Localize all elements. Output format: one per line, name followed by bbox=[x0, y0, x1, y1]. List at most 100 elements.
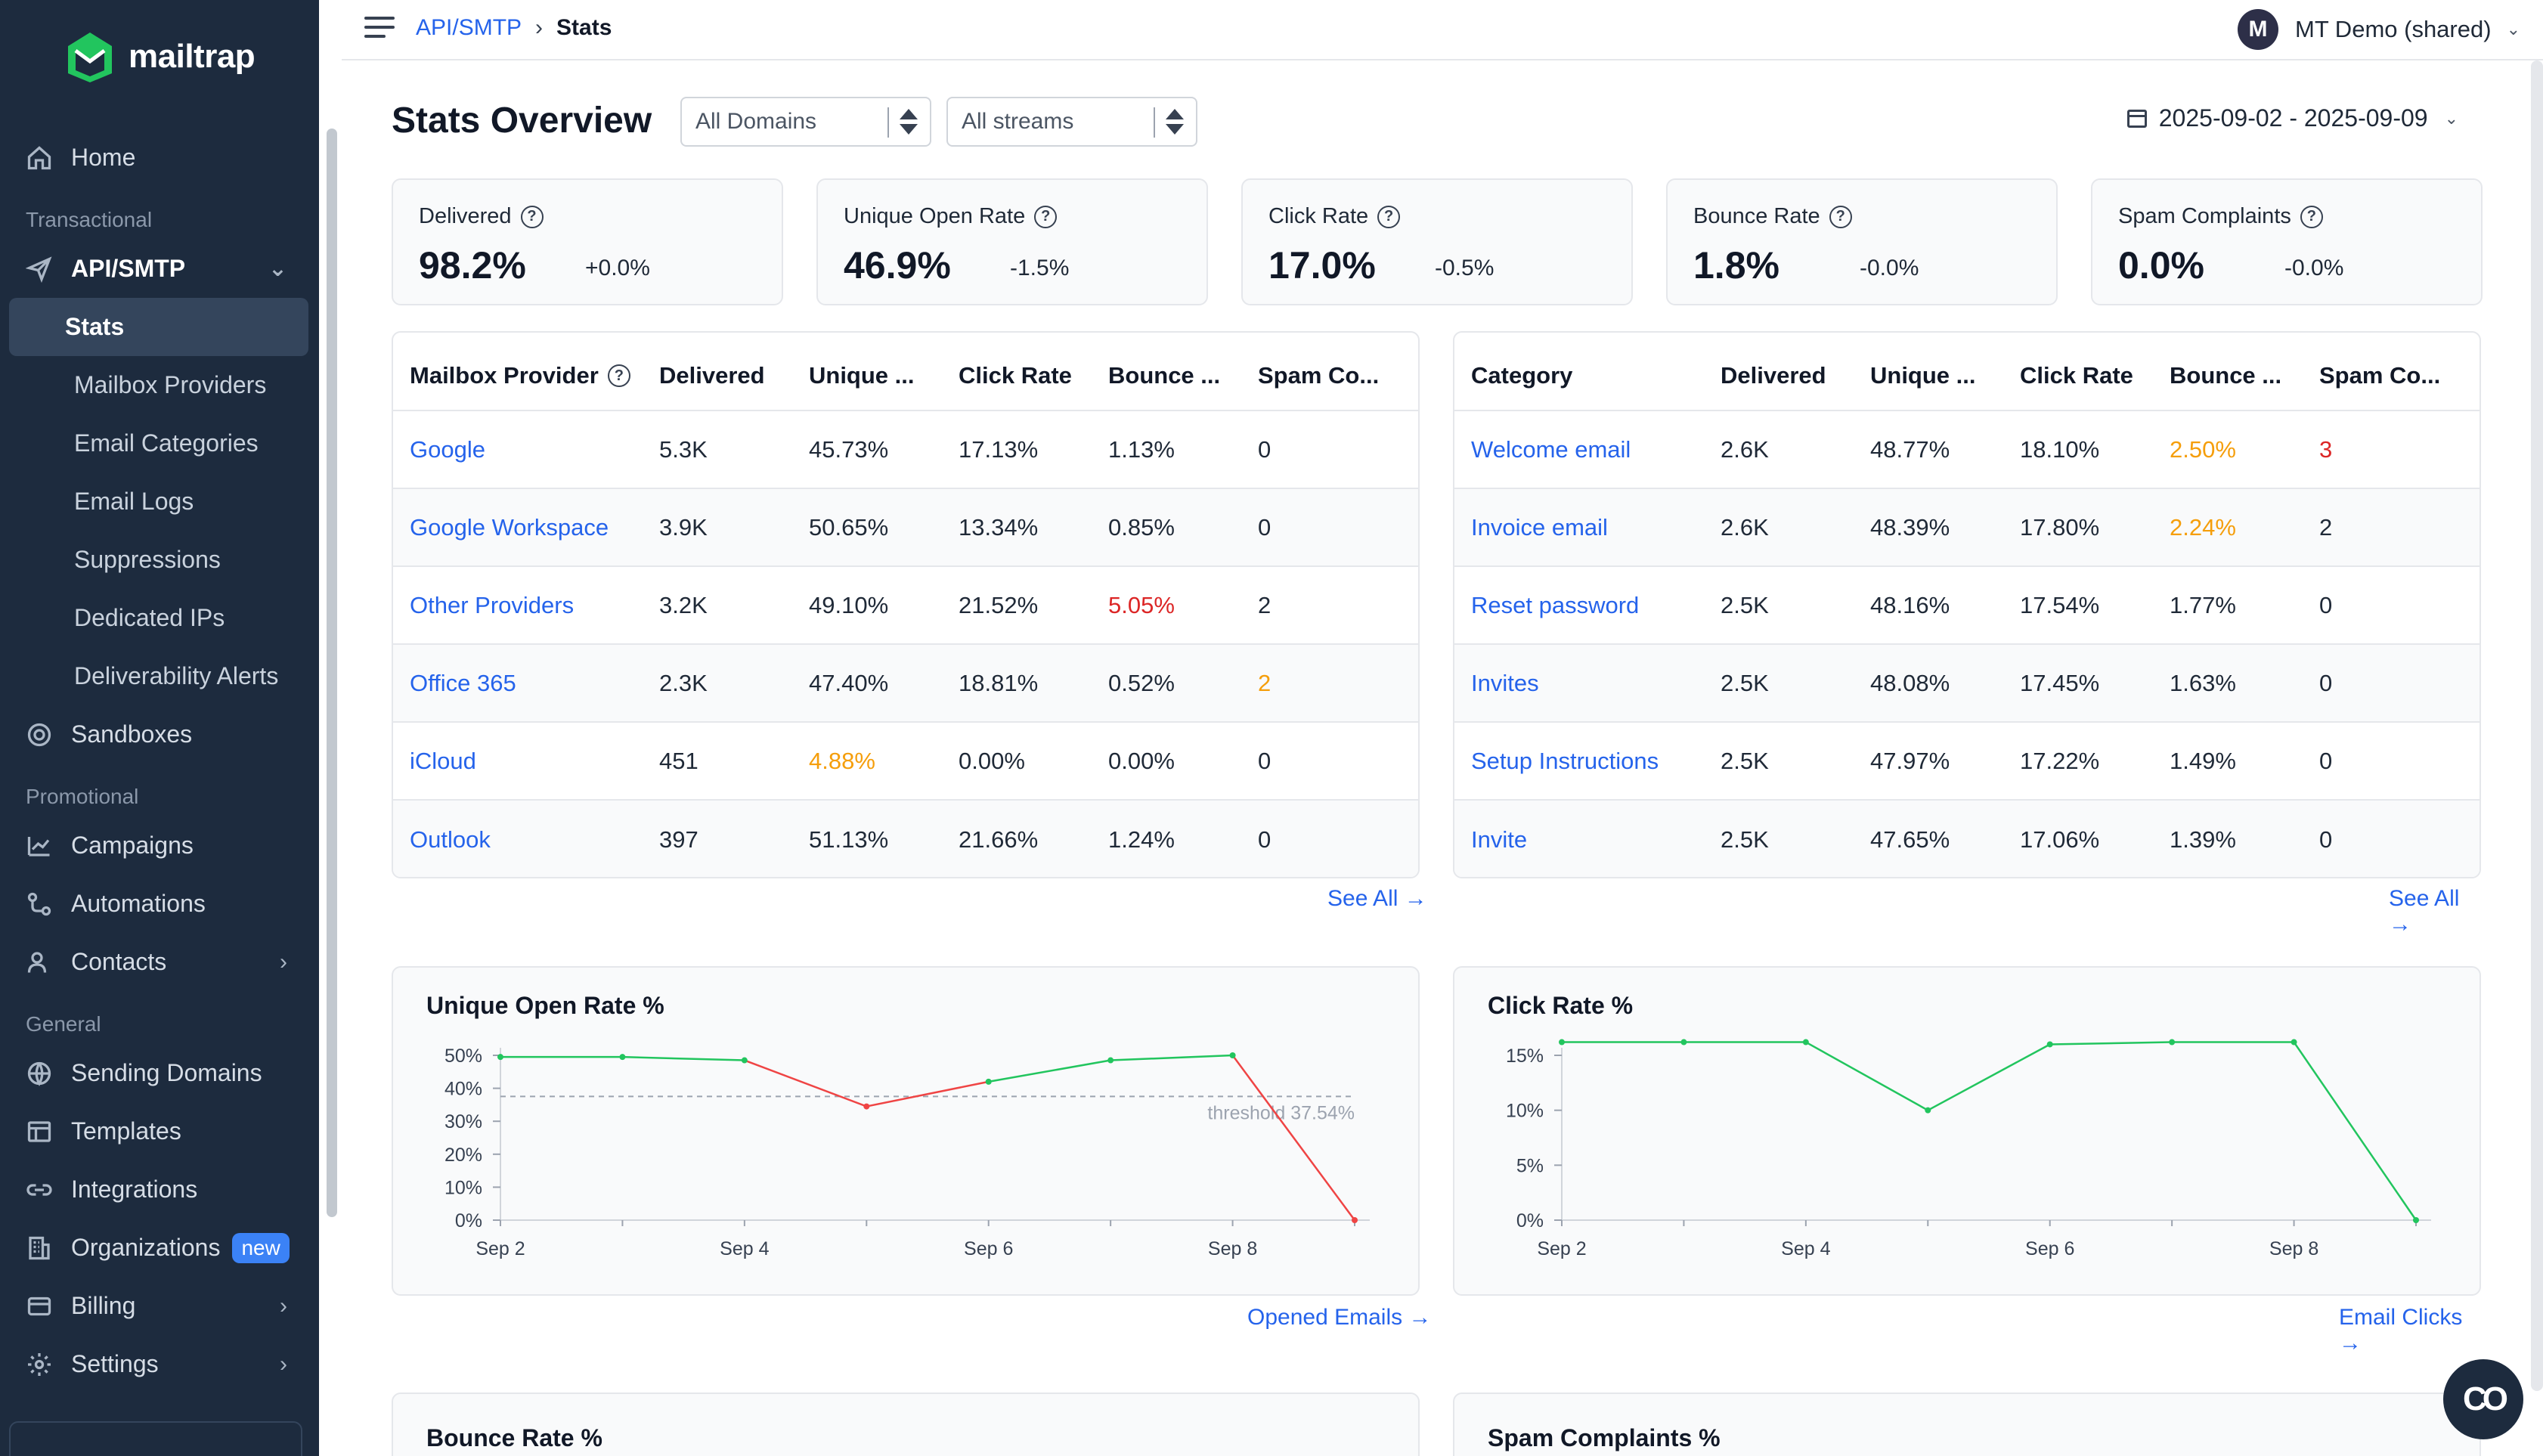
table-row: iCloud 451 4.88% 0.00% 0.00% 0 bbox=[393, 723, 1418, 801]
y-tick-label: 5% bbox=[1516, 1155, 1544, 1176]
column-header[interactable]: Bounce ... bbox=[1108, 362, 1221, 389]
category-link[interactable]: Welcome email bbox=[1471, 435, 1631, 463]
domain-select[interactable]: All Domains bbox=[680, 97, 931, 147]
sidebar-item-mailbox-providers[interactable]: Mailbox Providers bbox=[74, 371, 267, 398]
category-link[interactable]: Setup Instructions bbox=[1471, 747, 1659, 774]
help-chat-button[interactable]: CO bbox=[2443, 1359, 2523, 1439]
table-cell: 2.5K bbox=[1721, 747, 1769, 774]
sidebar-item-dedicated-ips[interactable]: Dedicated IPs bbox=[74, 604, 225, 631]
sidebar-item-email-categories[interactable]: Email Categories bbox=[74, 429, 259, 457]
table-header: Category Delivered Unique ... Click Rate… bbox=[1454, 333, 2480, 411]
series-line-segment bbox=[622, 1055, 745, 1061]
sidebar-item-campaigns[interactable]: Campaigns bbox=[0, 816, 317, 875]
home-icon bbox=[24, 143, 54, 173]
kpi-value: 1.8% bbox=[1693, 244, 1779, 287]
y-tick-label: 20% bbox=[444, 1145, 482, 1166]
category-link[interactable]: Invite bbox=[1471, 826, 1528, 853]
table-cell: 18.81% bbox=[959, 669, 1039, 696]
sidebar-item-label: API/SMTP bbox=[71, 255, 186, 282]
column-header[interactable]: Spam Co... bbox=[1258, 362, 1380, 389]
column-header[interactable]: Unique ... bbox=[1870, 362, 1976, 389]
building-icon bbox=[24, 1233, 54, 1263]
sidebar-item-billing[interactable]: Billing › bbox=[0, 1277, 317, 1335]
provider-link[interactable]: Other Providers bbox=[410, 591, 575, 618]
sidebar-item-automations[interactable]: Automations bbox=[0, 875, 317, 933]
brand-logo[interactable]: mailtrap bbox=[63, 27, 256, 86]
sidebar-item-sandboxes[interactable]: Sandboxes bbox=[0, 705, 317, 764]
help-icon[interactable]: ? bbox=[1034, 205, 1058, 228]
provider-link[interactable]: Google Workspace bbox=[410, 513, 609, 541]
series-line-segment bbox=[1110, 1054, 1233, 1061]
table-cell: 2.6K bbox=[1721, 435, 1769, 463]
email-clicks-link[interactable]: Email Clicks → bbox=[2339, 1305, 2463, 1355]
provider-link[interactable]: Outlook bbox=[410, 826, 491, 853]
help-icon[interactable]: ? bbox=[607, 364, 630, 387]
column-header[interactable]: Click Rate bbox=[2020, 362, 2133, 389]
table-body: Welcome email 2.6K 48.77% 18.10% 2.50% 3… bbox=[1454, 411, 2480, 877]
sidebar-item-stats[interactable]: Stats bbox=[9, 298, 308, 356]
table-cell: 1.49% bbox=[2170, 747, 2236, 774]
sidebar-scrollbar[interactable] bbox=[327, 129, 337, 1217]
kpi-delta: -1.5% bbox=[1010, 256, 1070, 280]
section-transactional: Transactional bbox=[26, 208, 153, 231]
category-link[interactable]: Invites bbox=[1471, 669, 1539, 696]
data-point bbox=[1680, 1039, 1687, 1046]
column-header[interactable]: Bounce ... bbox=[2170, 362, 2282, 389]
category-link[interactable]: Invoice email bbox=[1471, 513, 1608, 541]
breadcrumb-api-smtp[interactable]: API/SMTP bbox=[416, 15, 522, 40]
help-icon[interactable]: ? bbox=[1377, 205, 1401, 228]
provider-link[interactable]: iCloud bbox=[410, 747, 476, 774]
sidebar-item-organizations[interactable]: Organizations new bbox=[0, 1219, 317, 1277]
help-icon[interactable]: ? bbox=[2300, 205, 2323, 228]
date-range-picker[interactable]: 2025-09-02 - 2025-09-09 ⌄ bbox=[2126, 104, 2458, 132]
table-cell: 0.00% bbox=[1108, 747, 1175, 774]
opened-emails-link[interactable]: Opened Emails → bbox=[1247, 1305, 1432, 1330]
sidebar-item-api-smtp[interactable]: API/SMTP ⌄ bbox=[0, 240, 317, 298]
help-icon[interactable]: ? bbox=[1829, 205, 1852, 228]
table-cell: 2 bbox=[1258, 669, 1272, 696]
column-header[interactable]: Category bbox=[1471, 362, 1573, 389]
kpi-value: 98.2% bbox=[419, 244, 526, 287]
chevron-right-icon: › bbox=[280, 1293, 287, 1318]
sidebar-item-integrations[interactable]: Integrations bbox=[0, 1160, 317, 1219]
see-all-categories-link[interactable]: See All → bbox=[2389, 886, 2460, 937]
x-tick-label: Sep 6 bbox=[964, 1238, 1013, 1259]
sidebar-item-suppressions[interactable]: Suppressions bbox=[74, 546, 221, 573]
sidebar-item-label: Sending Domains bbox=[71, 1059, 262, 1086]
table-cell: 17.54% bbox=[2020, 591, 2100, 618]
category-link[interactable]: Reset password bbox=[1471, 591, 1640, 618]
table-cell: 1.77% bbox=[2170, 591, 2236, 618]
column-header[interactable]: Click Rate bbox=[959, 362, 1072, 389]
column-header[interactable]: Unique ... bbox=[809, 362, 915, 389]
sidebar-item-settings[interactable]: Settings › bbox=[0, 1335, 317, 1393]
provider-link[interactable]: Google bbox=[410, 435, 485, 463]
help-icon[interactable]: ? bbox=[520, 205, 544, 228]
column-header[interactable]: Delivered bbox=[659, 362, 765, 389]
credit-card-icon bbox=[24, 1291, 54, 1321]
provider-link[interactable]: Office 365 bbox=[410, 669, 516, 696]
series-line-segment bbox=[866, 1080, 989, 1107]
sidebar-item-templates[interactable]: Templates bbox=[0, 1102, 317, 1160]
column-header[interactable]: Delivered bbox=[1721, 362, 1826, 389]
chart-title: Spam Complaints % bbox=[1488, 1424, 1721, 1451]
sidebar-item-sending-domains[interactable]: Sending Domains bbox=[0, 1044, 317, 1102]
page-scrollbar[interactable] bbox=[2531, 60, 2543, 1391]
sidebar-item-email-logs[interactable]: Email Logs bbox=[74, 488, 194, 515]
column-header[interactable]: Spam Co... bbox=[2319, 362, 2441, 389]
sidebar-item-contacts[interactable]: Contacts › bbox=[0, 933, 317, 991]
see-all-providers-link[interactable]: See All → bbox=[1327, 886, 1427, 911]
table-row: Reset password 2.5K 48.16% 17.54% 1.77% … bbox=[1454, 567, 2480, 645]
account-switcher[interactable]: M MT Demo (shared) ⌄ bbox=[2238, 8, 2520, 51]
stream-select[interactable]: All streams bbox=[946, 97, 1197, 147]
sidebar-item-home[interactable]: Home bbox=[0, 129, 317, 187]
chevron-down-icon: ⌄ bbox=[2444, 108, 2458, 128]
series-line-segment bbox=[2049, 1041, 2173, 1046]
sidebar-item-deliverability-alerts[interactable]: Deliverability Alerts bbox=[74, 662, 279, 689]
chat-icon: CO bbox=[2463, 1380, 2508, 1417]
menu-toggle-icon[interactable] bbox=[364, 17, 395, 44]
data-point bbox=[741, 1057, 748, 1064]
table-cell: 47.97% bbox=[1870, 747, 1950, 774]
send-icon bbox=[24, 254, 54, 284]
table-cell: 50.65% bbox=[809, 513, 889, 541]
data-point bbox=[2046, 1041, 2053, 1048]
